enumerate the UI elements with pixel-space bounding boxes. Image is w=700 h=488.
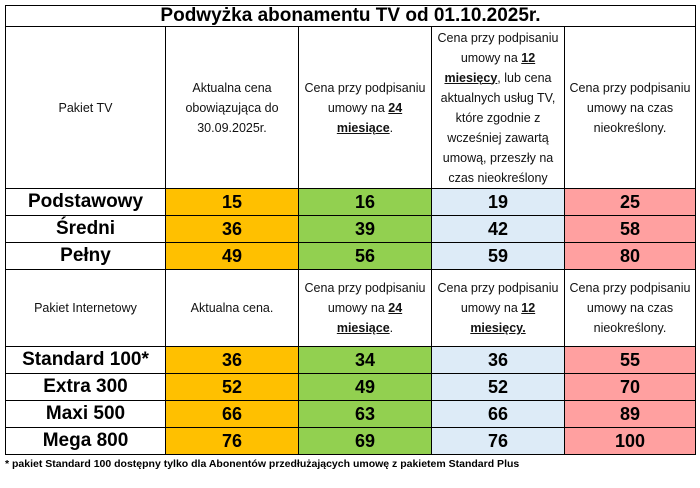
- price: 69: [298, 427, 432, 455]
- price: 36: [431, 346, 565, 374]
- header-text: Cena przy podpisaniu umowy na: [437, 30, 559, 65]
- title-row: Podwyżka abonamentu TV od 01.10.2025r.: [5, 5, 696, 27]
- price: 56: [298, 242, 432, 270]
- price: 76: [165, 427, 299, 455]
- title: Podwyżka abonamentu TV od 01.10.2025r.: [5, 5, 696, 27]
- price: 70: [564, 373, 696, 401]
- price: 89: [564, 400, 696, 428]
- price-row: Pełny 49 56 59 80: [5, 242, 696, 270]
- price: 63: [298, 400, 432, 428]
- header-cell: Cena przy podpisaniu umowy na czas nieok…: [564, 269, 696, 347]
- price-row: Maxi 500 66 63 66 89: [5, 400, 696, 428]
- header-text: Cena przy podpisaniu umowy na: [304, 281, 426, 315]
- header-cell: Aktualna cena.: [165, 269, 299, 347]
- price: 100: [564, 427, 696, 455]
- header-row: Pakiet TV Aktualna cena obowiązująca do 3…: [5, 26, 696, 189]
- price: 25: [564, 188, 696, 216]
- header-cell: Aktualna cena obowiązująca do 30.09.2025…: [165, 26, 299, 189]
- header-text: Pakiet Internetowy: [34, 301, 137, 315]
- price-row: Extra 300 52 49 52 70: [5, 373, 696, 401]
- price: 66: [165, 400, 299, 428]
- price-row: Podstawowy 15 16 19 25: [5, 188, 696, 216]
- price: 19: [431, 188, 565, 216]
- header-cell: Cena przy podpisaniu umowy na 24 miesiąc…: [298, 269, 432, 347]
- package-name: Standard 100*: [5, 346, 166, 374]
- price: 52: [431, 373, 565, 401]
- price: 16: [298, 188, 432, 216]
- price: 49: [165, 242, 299, 270]
- price: 36: [165, 215, 299, 243]
- header-cell: Cena przy podpisaniu umowy na 12 miesięc…: [431, 269, 565, 347]
- price: 59: [431, 242, 565, 270]
- price: 42: [431, 215, 565, 243]
- header-cell: Cena przy podpisaniu umowy na 24 miesiąc…: [298, 26, 432, 189]
- package-name: Pełny: [5, 242, 166, 270]
- header-cell: Pakiet TV: [5, 26, 166, 189]
- package-name: Podstawowy: [5, 188, 166, 216]
- header-cell: Cena przy podpisaniu umowy na czas nieok…: [564, 26, 696, 189]
- price-row: Standard 100* 36 34 36 55: [5, 346, 696, 374]
- price: 58: [564, 215, 696, 243]
- header-text: Cena przy podpisaniu umowy na czas nieok…: [569, 281, 691, 335]
- package-name: Mega 800: [5, 427, 166, 455]
- header-text: Aktualna cena obowiązująca do 30.09.2025…: [185, 80, 279, 135]
- header-emphasis: 12 miesięcy: [444, 50, 536, 85]
- price: 55: [564, 346, 696, 374]
- price-sheet: Podwyżka abonamentu TV od 01.10.2025r. P…: [5, 5, 696, 470]
- price-row: Średni 36 39 42 58: [5, 215, 696, 243]
- price: 49: [298, 373, 432, 401]
- price: 80: [564, 242, 696, 270]
- header-text: Cena przy podpisaniu umowy na czas nieok…: [569, 80, 691, 135]
- header-text: .: [389, 120, 394, 135]
- package-name: Maxi 500: [5, 400, 166, 428]
- header-text: Cena przy podpisaniu umowy na: [304, 80, 426, 115]
- header-row: Pakiet Internetowy Aktualna cena. Cena prz…: [5, 269, 696, 347]
- price: 52: [165, 373, 299, 401]
- price: 36: [165, 346, 299, 374]
- package-name: Extra 300: [5, 373, 166, 401]
- price: 34: [298, 346, 432, 374]
- price-row: Mega 800 76 69 76 100: [5, 427, 696, 455]
- header-emphasis: 24 miesiące: [336, 301, 403, 335]
- footnote: * pakiet Standard 100 dostępny tylko dla…: [5, 458, 520, 470]
- header-text: Cena przy podpisaniu umowy na: [437, 281, 559, 315]
- header-text: , lub cena aktualnych usług TV, które zg…: [440, 70, 556, 185]
- price: 39: [298, 215, 432, 243]
- header-cell: Cena przy podpisaniu umowy na 12 miesięc…: [431, 26, 565, 189]
- price: 66: [431, 400, 565, 428]
- price: 76: [431, 427, 565, 455]
- header-text: .: [389, 321, 394, 335]
- header-cell: Pakiet Internetowy: [5, 269, 166, 347]
- header-emphasis: 12 miesięcy.: [470, 301, 536, 335]
- header-text: Aktualna cena.: [190, 301, 274, 315]
- price-table: Podwyżka abonamentu TV od 01.10.2025r. P…: [5, 5, 696, 455]
- package-name: Średni: [5, 215, 166, 243]
- header-text: Pakiet TV: [58, 100, 113, 115]
- price: 15: [165, 188, 299, 216]
- header-emphasis: 24 miesiące: [336, 100, 403, 135]
